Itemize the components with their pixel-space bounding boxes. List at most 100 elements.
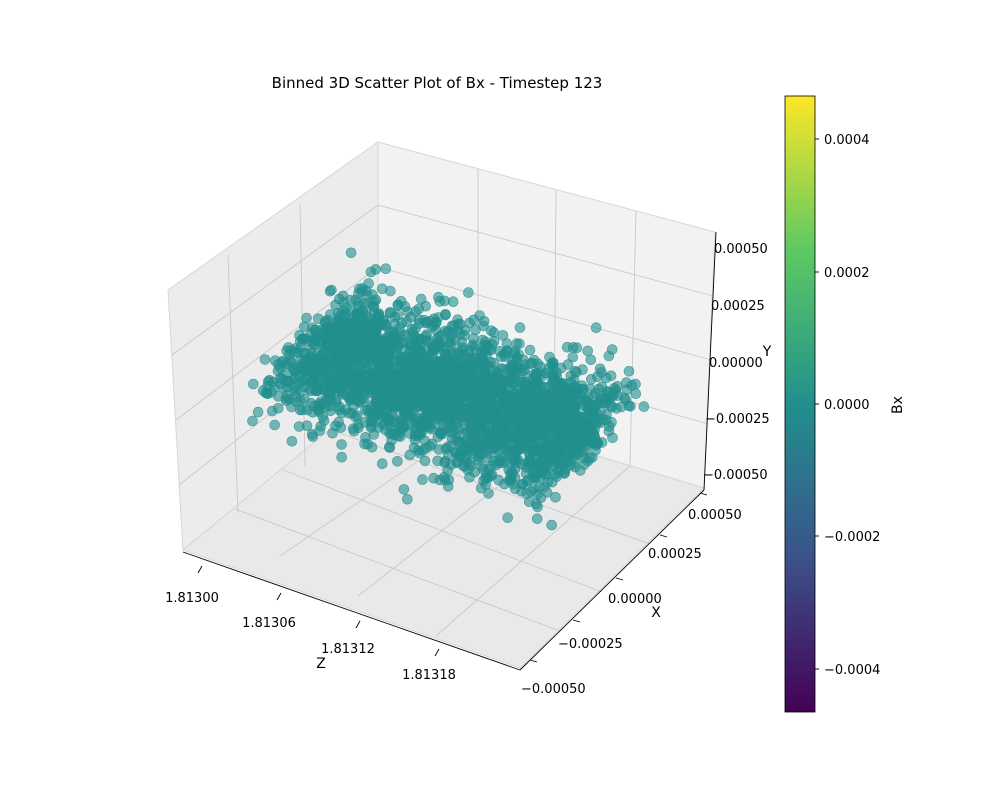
scatter-point — [532, 377, 544, 389]
scatter-point — [549, 444, 561, 456]
scatter-point — [301, 420, 313, 432]
scatter-point — [247, 415, 258, 427]
scatter-point — [565, 376, 577, 388]
scatter-point — [512, 454, 524, 466]
scatter-point — [373, 309, 385, 321]
scatter-point — [376, 319, 387, 331]
scatter-point — [564, 438, 576, 450]
scatter-point — [417, 445, 429, 456]
scatter-point — [584, 409, 595, 421]
scatter-point — [367, 384, 379, 396]
scatter-point — [540, 367, 552, 379]
x-axis-ticks: −0.00050 −0.00025 0.00000 0.00025 0.0005… — [521, 508, 742, 697]
scatter-point — [623, 365, 635, 377]
scatter-point — [494, 345, 506, 357]
y-tick-label: 0.00025 — [711, 299, 765, 314]
scatter-point — [460, 402, 472, 414]
scatter-point — [498, 456, 510, 467]
scatter-point — [267, 376, 279, 388]
scatter-point — [455, 356, 466, 368]
scatter-point — [483, 463, 495, 475]
scatter-point — [336, 361, 348, 373]
z-axis-label: Z — [316, 656, 326, 672]
scatter-point — [389, 311, 401, 323]
scatter-point — [603, 350, 615, 362]
scatter-point — [514, 338, 525, 350]
scatter-point — [453, 424, 465, 435]
scatter-point — [327, 427, 338, 439]
z-tick-label: 1.81300 — [165, 591, 219, 606]
scatter-point — [537, 403, 548, 415]
scatter-point — [332, 382, 344, 394]
z-tick-label: 1.81318 — [402, 668, 456, 683]
scatter-point — [430, 324, 442, 336]
y-axis-label: Y — [762, 344, 772, 360]
scatter-point — [467, 393, 479, 405]
scatter-point — [492, 367, 504, 379]
scatter-point — [345, 247, 357, 259]
scatter-point — [532, 358, 544, 370]
scatter-point — [439, 325, 451, 337]
y-tick-label: −0.00025 — [705, 412, 770, 427]
z-tick-label: 1.81312 — [321, 642, 375, 657]
scatter-point — [447, 296, 459, 308]
scatter-point — [584, 453, 596, 464]
scatter-point — [499, 427, 510, 439]
colorbar-tick-label: 0.0000 — [824, 398, 870, 413]
scatter-point — [603, 421, 615, 432]
scatter-point — [626, 380, 638, 391]
scatter-point — [558, 411, 570, 423]
scatter-point — [539, 481, 550, 493]
scatter-point — [502, 512, 514, 524]
scatter-point — [332, 329, 344, 341]
scatter-point — [469, 412, 480, 423]
scatter-point — [344, 394, 356, 406]
scatter-point — [276, 373, 288, 385]
scatter-point — [314, 425, 326, 437]
scatter-point — [528, 471, 539, 482]
scatter-point — [462, 363, 474, 375]
scatter-point — [324, 374, 335, 386]
scatter-point — [470, 324, 481, 336]
scatter-points — [247, 247, 650, 531]
scatter-point — [309, 332, 320, 343]
scatter-point — [376, 458, 388, 470]
scatter-point — [452, 346, 464, 357]
scatter-point — [433, 291, 444, 303]
scatter-point — [269, 419, 281, 431]
colorbar: 0.0004 0.0002 0.0000 −0.0002 −0.0004 Bx — [784, 95, 906, 713]
scatter-point — [302, 404, 313, 416]
scatter-point — [445, 376, 457, 388]
scatter-point — [336, 439, 347, 450]
scatter-point — [547, 376, 558, 388]
x-axis-label: X — [651, 605, 661, 621]
scatter-point — [440, 309, 451, 320]
scatter-point — [313, 313, 324, 325]
scatter-point — [383, 441, 395, 453]
scatter-point — [519, 376, 531, 388]
scatter-point — [535, 455, 547, 467]
scatter-point — [398, 484, 410, 495]
scatter-point — [608, 389, 619, 400]
scatter-point — [514, 322, 526, 333]
scatter-point — [507, 468, 518, 479]
scatter-point — [335, 422, 347, 433]
y-tick-label: 0.00000 — [709, 356, 763, 371]
scatter-point — [469, 466, 481, 478]
y-tick-label: 0.00050 — [714, 242, 768, 257]
scatter-point — [385, 285, 396, 297]
scatter-point — [360, 344, 372, 356]
colorbar-gradient — [784, 95, 816, 713]
scatter-point — [548, 390, 560, 402]
scatter-point — [363, 298, 374, 309]
scatter-point — [360, 432, 371, 443]
scatter-point — [544, 351, 555, 363]
scatter-point — [302, 365, 314, 377]
scatter-point — [416, 425, 428, 437]
scatter-point — [475, 401, 486, 413]
scatter-point — [434, 427, 446, 439]
scatter-point — [482, 407, 494, 419]
z-tick-label: 1.81306 — [242, 616, 296, 631]
scatter-point — [568, 420, 580, 431]
